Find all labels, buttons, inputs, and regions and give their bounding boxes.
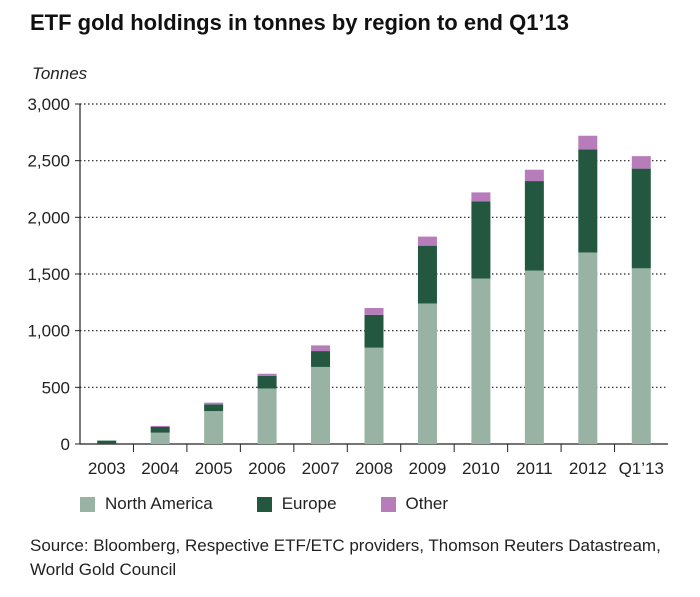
bar-north-america bbox=[578, 252, 598, 444]
bar-europe bbox=[257, 376, 277, 389]
x-tick-label: 2004 bbox=[141, 459, 179, 478]
bar-europe bbox=[578, 149, 598, 253]
bar-north-america bbox=[364, 347, 384, 444]
bar-north-america bbox=[524, 270, 544, 444]
bar-europe bbox=[524, 181, 544, 271]
x-tick-label: 2005 bbox=[195, 459, 233, 478]
bar-other bbox=[417, 236, 437, 246]
x-tick-label: 2003 bbox=[88, 459, 126, 478]
bar-other bbox=[204, 402, 224, 405]
legend-label-other: Other bbox=[405, 494, 449, 513]
x-tick-label: 2008 bbox=[355, 459, 393, 478]
x-tick-label: Q1’13 bbox=[619, 459, 664, 478]
legend-swatch-europe bbox=[256, 496, 272, 512]
x-tick-label: 2006 bbox=[248, 459, 286, 478]
legend-item-europe: Europe bbox=[256, 494, 337, 514]
y-tick-label: 2,500 bbox=[27, 152, 70, 171]
source-note: Source: Bloomberg, Respective ETF/ETC pr… bbox=[30, 536, 661, 579]
bar-north-america bbox=[631, 268, 651, 444]
bar-europe bbox=[417, 245, 437, 304]
bar-europe bbox=[97, 440, 117, 444]
bar-other bbox=[578, 135, 598, 150]
bar-north-america bbox=[471, 278, 491, 444]
bar-europe bbox=[364, 314, 384, 348]
y-tick-label: 2,000 bbox=[27, 208, 70, 227]
bar-other bbox=[150, 425, 170, 427]
bar-north-america bbox=[257, 388, 277, 444]
bar-europe bbox=[150, 427, 170, 433]
y-axis-label: Tonnes bbox=[32, 64, 88, 83]
y-tick-label: 3,000 bbox=[27, 95, 70, 114]
legend-swatch-north-america bbox=[80, 496, 95, 512]
legend-label-europe: Europe bbox=[281, 494, 337, 513]
x-tick-label: 2009 bbox=[409, 459, 447, 478]
x-tick-label: 2007 bbox=[302, 459, 340, 478]
y-tick-label: 500 bbox=[42, 378, 70, 397]
y-tick-label: 1,000 bbox=[27, 322, 70, 341]
bar-europe bbox=[311, 351, 331, 367]
legend-label-north-america: North America bbox=[105, 494, 213, 513]
bar-europe bbox=[631, 168, 651, 269]
bar-other bbox=[311, 345, 331, 352]
chart-title: ETF gold holdings in tonnes by region to… bbox=[30, 10, 570, 35]
y-tick-label: 0 bbox=[61, 435, 70, 454]
legend-item-north-america: North America bbox=[80, 494, 213, 514]
bar-other bbox=[471, 192, 491, 202]
bar-other bbox=[524, 169, 544, 182]
legend: North America Europe Other bbox=[80, 494, 492, 514]
bar-europe bbox=[471, 201, 491, 279]
bar-north-america bbox=[417, 303, 437, 444]
bar-other bbox=[257, 373, 277, 376]
x-tick-label: 2012 bbox=[569, 459, 607, 478]
x-tick-label: 2010 bbox=[462, 459, 500, 478]
bar-north-america bbox=[150, 432, 170, 444]
legend-swatch-other bbox=[380, 496, 396, 512]
x-tick-label: 2011 bbox=[516, 459, 553, 478]
y-tick-label: 1,500 bbox=[27, 265, 70, 284]
legend-item-other: Other bbox=[380, 494, 449, 514]
bar-other bbox=[631, 156, 651, 169]
bar-other bbox=[364, 308, 384, 315]
bar-north-america bbox=[311, 366, 331, 444]
bar-europe bbox=[204, 404, 224, 412]
bar-north-america bbox=[204, 411, 224, 444]
